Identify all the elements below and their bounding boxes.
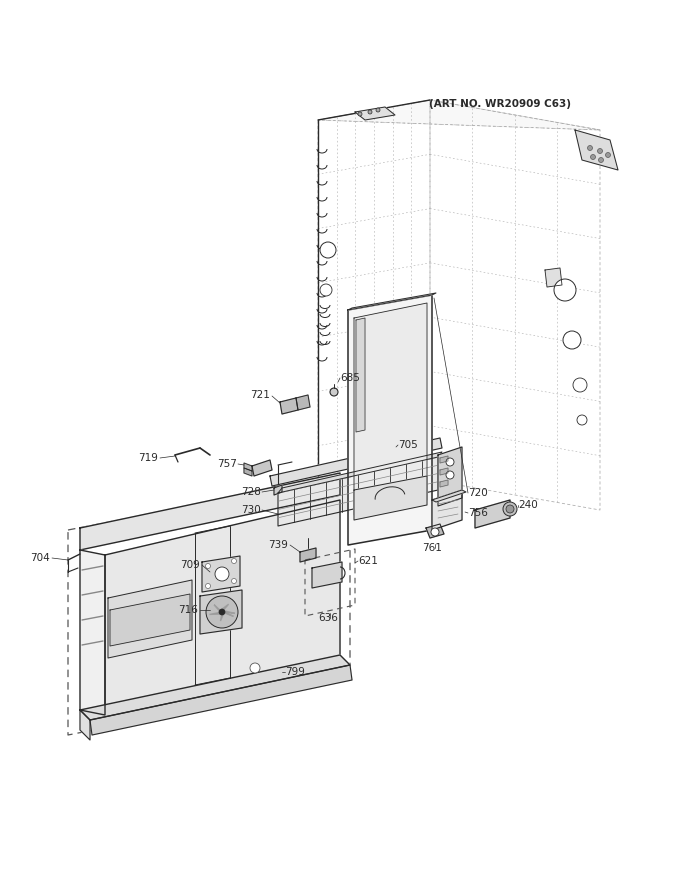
Polygon shape <box>244 468 252 476</box>
Circle shape <box>446 458 454 466</box>
Text: 721: 721 <box>250 390 270 400</box>
Circle shape <box>605 152 611 158</box>
Polygon shape <box>296 395 310 410</box>
Circle shape <box>205 563 211 568</box>
Text: 719: 719 <box>138 453 158 463</box>
Circle shape <box>250 663 260 673</box>
Polygon shape <box>222 612 233 616</box>
Text: 636: 636 <box>318 613 338 623</box>
Circle shape <box>598 149 602 153</box>
Circle shape <box>368 110 372 114</box>
Text: 705: 705 <box>398 440 418 450</box>
Polygon shape <box>110 594 190 646</box>
Polygon shape <box>252 460 272 476</box>
Polygon shape <box>318 100 600 130</box>
Circle shape <box>219 609 225 615</box>
Text: (ART NO. WR20909 C63): (ART NO. WR20909 C63) <box>429 99 571 109</box>
Circle shape <box>598 158 603 163</box>
Polygon shape <box>200 590 242 634</box>
Circle shape <box>215 567 229 581</box>
Circle shape <box>206 596 238 628</box>
Polygon shape <box>222 605 228 612</box>
Polygon shape <box>280 398 298 414</box>
Polygon shape <box>80 655 350 720</box>
Circle shape <box>446 471 454 479</box>
Text: 704: 704 <box>30 553 50 563</box>
Polygon shape <box>80 473 340 550</box>
Polygon shape <box>432 490 466 502</box>
Polygon shape <box>274 485 282 495</box>
Circle shape <box>205 583 211 589</box>
Polygon shape <box>108 580 192 658</box>
Polygon shape <box>105 500 340 715</box>
Polygon shape <box>80 710 90 740</box>
Polygon shape <box>475 500 510 528</box>
Text: 720: 720 <box>468 488 488 498</box>
Circle shape <box>376 108 380 112</box>
Text: 761: 761 <box>422 543 442 553</box>
Polygon shape <box>220 612 223 621</box>
Circle shape <box>231 559 237 563</box>
Polygon shape <box>244 463 252 471</box>
Circle shape <box>503 502 517 516</box>
Polygon shape <box>209 612 222 614</box>
Polygon shape <box>426 524 444 538</box>
Polygon shape <box>90 665 352 735</box>
Circle shape <box>320 284 332 296</box>
Circle shape <box>573 378 587 392</box>
Polygon shape <box>354 303 427 515</box>
Circle shape <box>577 415 587 425</box>
Text: 756: 756 <box>468 508 488 518</box>
Polygon shape <box>300 548 316 562</box>
Polygon shape <box>440 468 448 475</box>
Polygon shape <box>278 452 442 493</box>
Polygon shape <box>202 556 240 592</box>
Text: 730: 730 <box>241 505 261 515</box>
Polygon shape <box>545 268 562 287</box>
Circle shape <box>358 112 362 116</box>
Text: 621: 621 <box>358 556 378 566</box>
Circle shape <box>563 331 581 349</box>
Text: 728: 728 <box>241 487 261 497</box>
Circle shape <box>431 528 439 536</box>
Polygon shape <box>440 480 448 487</box>
Polygon shape <box>312 562 342 588</box>
Polygon shape <box>575 130 618 170</box>
Polygon shape <box>432 490 462 530</box>
Circle shape <box>231 578 237 583</box>
Circle shape <box>588 145 592 150</box>
Polygon shape <box>438 447 462 506</box>
Text: 685: 685 <box>340 373 360 383</box>
Polygon shape <box>354 476 427 520</box>
Polygon shape <box>80 550 105 715</box>
Polygon shape <box>355 107 395 120</box>
Polygon shape <box>348 293 436 310</box>
Text: 757: 757 <box>217 459 237 469</box>
Polygon shape <box>348 295 432 545</box>
Polygon shape <box>222 611 235 613</box>
Polygon shape <box>270 438 442 486</box>
Polygon shape <box>278 457 438 526</box>
Text: 716: 716 <box>178 605 198 615</box>
Text: 240: 240 <box>518 500 538 510</box>
Text: 739: 739 <box>268 540 288 550</box>
Polygon shape <box>440 456 448 463</box>
Circle shape <box>506 505 514 513</box>
Polygon shape <box>356 318 365 432</box>
Circle shape <box>330 388 338 396</box>
Text: 799: 799 <box>285 667 305 677</box>
Circle shape <box>554 279 576 301</box>
Text: 709: 709 <box>180 560 200 570</box>
Circle shape <box>320 242 336 258</box>
Circle shape <box>590 155 596 159</box>
Polygon shape <box>214 605 222 612</box>
